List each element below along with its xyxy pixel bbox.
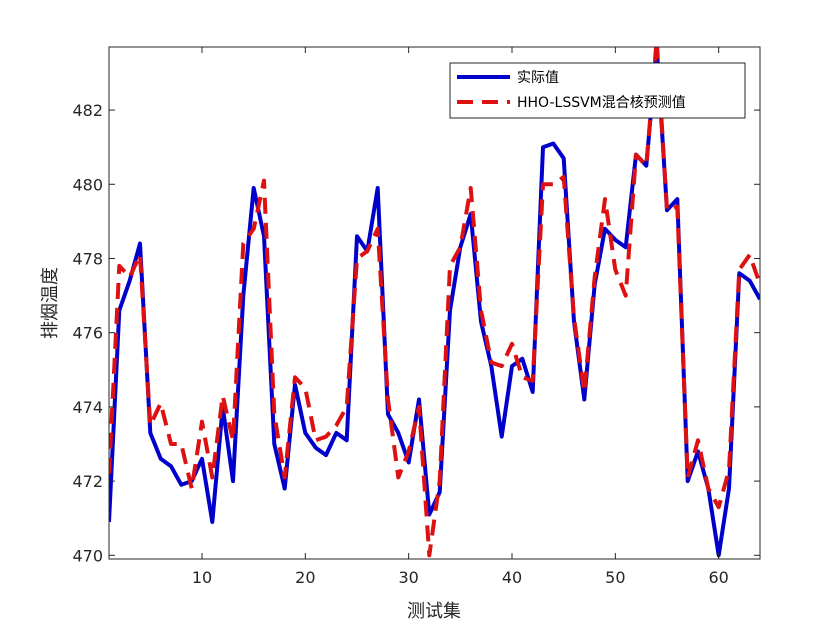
y-axis-label: 排烟温度 — [40, 267, 61, 339]
legend: 实际值 HHO-LSSVM混合核预测值 — [449, 62, 746, 119]
legend-box — [449, 62, 746, 119]
x-tick-label: 50 — [605, 568, 625, 587]
y-tick-label: 478 — [72, 249, 103, 268]
y-tick-label: 474 — [72, 398, 103, 417]
legend-label-prediction: HHO-LSSVM混合核预测值 — [517, 95, 686, 111]
x-tick-label: 60 — [708, 568, 728, 587]
legend-label-actual: 实际值 — [517, 70, 559, 86]
plot-frame — [108, 46, 761, 560]
y-tick-label: 480 — [72, 175, 103, 194]
x-tick-label: 40 — [502, 568, 522, 587]
y-tick-label: 470 — [72, 546, 103, 565]
y-tick-label: 476 — [72, 324, 103, 343]
x-tick-label: 20 — [295, 568, 315, 587]
x-axis-ticks: 10 20 30 40 50 60 — [192, 47, 729, 587]
x-axis-label: 测试集 — [407, 601, 461, 622]
y-tick-label: 472 — [72, 472, 103, 491]
y-tick-label: 482 — [72, 101, 103, 120]
y-axis-ticks: 470 472 474 476 478 480 482 — [72, 101, 760, 565]
x-tick-label: 10 — [192, 568, 212, 587]
x-tick-label: 30 — [398, 568, 418, 587]
